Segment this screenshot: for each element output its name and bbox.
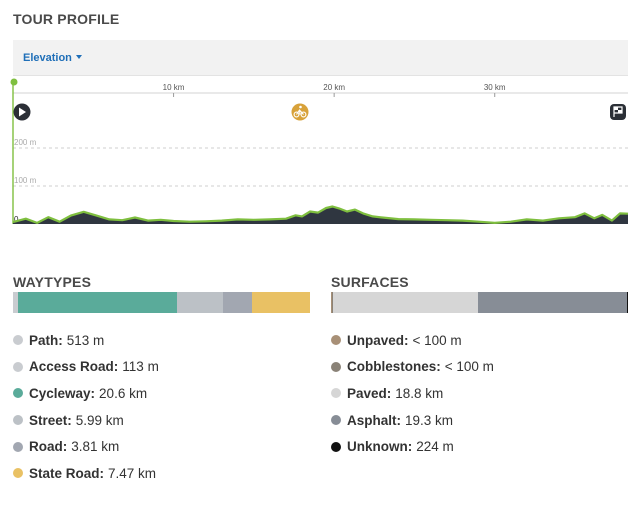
surface-value: 224 m xyxy=(416,439,454,455)
waytype-bar-segment[interactable] xyxy=(176,292,223,313)
surfaces-list: Unpaved: < 100 m Cobblestones: < 100 m Paved… xyxy=(331,327,494,460)
km-tick-label: 10 km xyxy=(163,83,185,92)
bicycle-icon xyxy=(293,111,300,118)
color-dot-icon xyxy=(13,441,23,452)
surface-legend-item[interactable]: Cobblestones: < 100 m xyxy=(331,354,494,381)
waytype-label: Cycleway: xyxy=(29,385,96,401)
surface-bar-segment[interactable] xyxy=(627,292,628,313)
surface-value: 18.8 km xyxy=(395,385,444,401)
surface-label: Unpaved: xyxy=(347,332,409,348)
color-dot-icon xyxy=(331,335,341,346)
color-dot-icon xyxy=(13,361,23,372)
finish-flag-check xyxy=(614,107,618,110)
waytype-label: Road: xyxy=(29,439,68,455)
waytype-value: 113 m xyxy=(122,359,159,375)
waytype-legend-item[interactable]: Access Road: 113 m xyxy=(13,354,159,381)
surface-legend-item[interactable]: Paved: 18.8 km xyxy=(331,380,494,407)
position-marker-dot[interactable] xyxy=(10,78,18,86)
waytype-label: Street: xyxy=(29,412,72,428)
color-dot-icon xyxy=(13,335,23,346)
elevation-dropdown[interactable]: Elevation xyxy=(23,52,82,64)
bicycle-icon-rider xyxy=(299,105,302,109)
surface-legend-item[interactable]: Unknown: 224 m xyxy=(331,433,494,460)
waytype-label: Path: xyxy=(29,332,63,348)
km-tick-label: 20 km xyxy=(323,83,345,92)
color-dot-icon xyxy=(331,361,341,372)
profile-toolbar: Elevation xyxy=(13,40,628,76)
waytype-bar-segment[interactable] xyxy=(222,292,253,313)
play-icon xyxy=(19,107,26,117)
surface-bar-segment[interactable] xyxy=(478,292,628,313)
waytype-value: 3.81 km xyxy=(71,439,120,455)
surfaces-distribution-bar xyxy=(331,292,628,313)
color-dot-icon xyxy=(331,441,341,452)
surface-value: < 100 m xyxy=(412,332,462,348)
color-dot-icon xyxy=(13,388,23,399)
caret-down-icon xyxy=(75,55,82,60)
km-tick-label: 30 km xyxy=(484,83,506,92)
surface-value: 19.3 km xyxy=(405,412,454,428)
surface-legend-item[interactable]: Asphalt: 19.3 km xyxy=(331,407,494,434)
color-dot-icon xyxy=(331,415,341,426)
bicycle-icon-wheel xyxy=(300,111,307,118)
surface-bar-segment[interactable] xyxy=(331,292,332,313)
finish-flag-check xyxy=(618,110,622,113)
waytype-legend-item[interactable]: Road: 3.81 km xyxy=(13,433,159,460)
waytype-legend-item[interactable]: Street: 5.99 km xyxy=(13,407,159,434)
surface-label: Cobblestones: xyxy=(347,359,441,375)
bicycle-icon-frame xyxy=(296,109,304,115)
waytypes-distribution-bar xyxy=(13,292,310,313)
elevation-dropdown-label: Elevation xyxy=(23,52,72,64)
surface-bar-segment[interactable] xyxy=(331,292,333,313)
waytype-label: Access Road: xyxy=(29,359,119,375)
tour-profile-title: TOUR PROFILE xyxy=(13,11,120,27)
waytypes-list: Path: 513 m Access Road: 113 m Cycleway: 20.6… xyxy=(13,327,159,487)
waytypes-title: WAYTYPES xyxy=(13,274,92,290)
surface-label: Paved: xyxy=(347,385,392,401)
color-dot-icon xyxy=(13,468,23,479)
surface-label: Unknown: xyxy=(347,439,413,455)
waytype-value: 20.6 km xyxy=(99,385,148,401)
surface-label: Asphalt: xyxy=(347,412,401,428)
elevation-gridline-label: 100 m xyxy=(14,176,37,185)
surface-bar-segment[interactable] xyxy=(332,292,479,313)
waytype-value: 7.47 km xyxy=(108,465,157,481)
waytype-bar-segment[interactable] xyxy=(13,292,17,313)
surface-value: < 100 m xyxy=(444,359,494,375)
waytype-value: 513 m xyxy=(66,332,105,348)
color-dot-icon xyxy=(331,388,341,399)
waytype-bar-segment[interactable] xyxy=(252,292,310,313)
waytype-legend-item[interactable]: Cycleway: 20.6 km xyxy=(13,380,159,407)
surfaces-title: SURFACES xyxy=(331,274,409,290)
color-dot-icon xyxy=(13,415,23,426)
elevation-gridline-label: 200 m xyxy=(14,138,37,147)
surface-legend-item[interactable]: Unpaved: < 100 m xyxy=(331,327,494,354)
elevation-chart[interactable]: 10 km 20 km 30 km 200 m 100 m 0 xyxy=(0,76,640,236)
waytype-legend-item[interactable]: State Road: 7.47 km xyxy=(13,460,159,487)
waytype-bar-segment[interactable] xyxy=(17,292,177,313)
waytype-value: 5.99 km xyxy=(75,412,124,428)
waytype-bar-segment[interactable] xyxy=(16,292,18,313)
elevation-area xyxy=(13,206,628,224)
waytype-legend-item[interactable]: Path: 513 m xyxy=(13,327,159,354)
elevation-gridline-label: 0 xyxy=(14,215,19,224)
elevation-line xyxy=(12,205,629,224)
waytype-label: State Road: xyxy=(29,465,105,481)
